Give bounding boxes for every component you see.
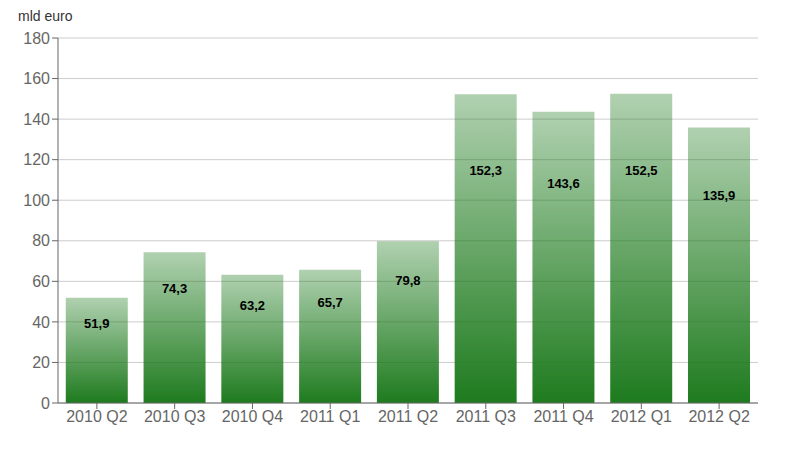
svg-text:74,3: 74,3 bbox=[162, 281, 187, 296]
svg-text:2010 Q2: 2010 Q2 bbox=[66, 408, 127, 425]
svg-text:40: 40 bbox=[32, 314, 50, 331]
svg-text:80: 80 bbox=[32, 232, 50, 249]
svg-text:100: 100 bbox=[23, 192, 50, 209]
svg-text:79,8: 79,8 bbox=[395, 273, 420, 288]
svg-text:2012 Q2: 2012 Q2 bbox=[688, 408, 749, 425]
svg-text:20: 20 bbox=[32, 354, 50, 371]
svg-text:65,7: 65,7 bbox=[317, 295, 342, 310]
svg-text:2011 Q2: 2011 Q2 bbox=[378, 408, 438, 425]
svg-text:135,9: 135,9 bbox=[703, 188, 736, 203]
svg-text:51,9: 51,9 bbox=[84, 316, 109, 331]
svg-text:60: 60 bbox=[32, 273, 50, 290]
svg-text:140: 140 bbox=[23, 111, 50, 128]
svg-text:2011 Q1: 2011 Q1 bbox=[300, 408, 360, 425]
html-text:mld euro: mld euro bbox=[18, 8, 73, 24]
svg-text:2011 Q3: 2011 Q3 bbox=[456, 408, 516, 425]
svg-text:160: 160 bbox=[23, 70, 50, 87]
svg-text:0: 0 bbox=[41, 395, 50, 412]
svg-text:63,2: 63,2 bbox=[240, 298, 265, 313]
svg-text:120: 120 bbox=[23, 151, 50, 168]
svg-text:2012 Q1: 2012 Q1 bbox=[611, 408, 672, 425]
svg-text:152,3: 152,3 bbox=[469, 163, 502, 178]
svg-text:143,6: 143,6 bbox=[547, 176, 580, 191]
svg-text:2011 Q4: 2011 Q4 bbox=[533, 408, 593, 425]
svg-text:2010 Q3: 2010 Q3 bbox=[144, 408, 205, 425]
svg-text:180: 180 bbox=[23, 30, 50, 47]
svg-text:2010 Q4: 2010 Q4 bbox=[222, 408, 283, 425]
svg-text:152,5: 152,5 bbox=[625, 163, 658, 178]
